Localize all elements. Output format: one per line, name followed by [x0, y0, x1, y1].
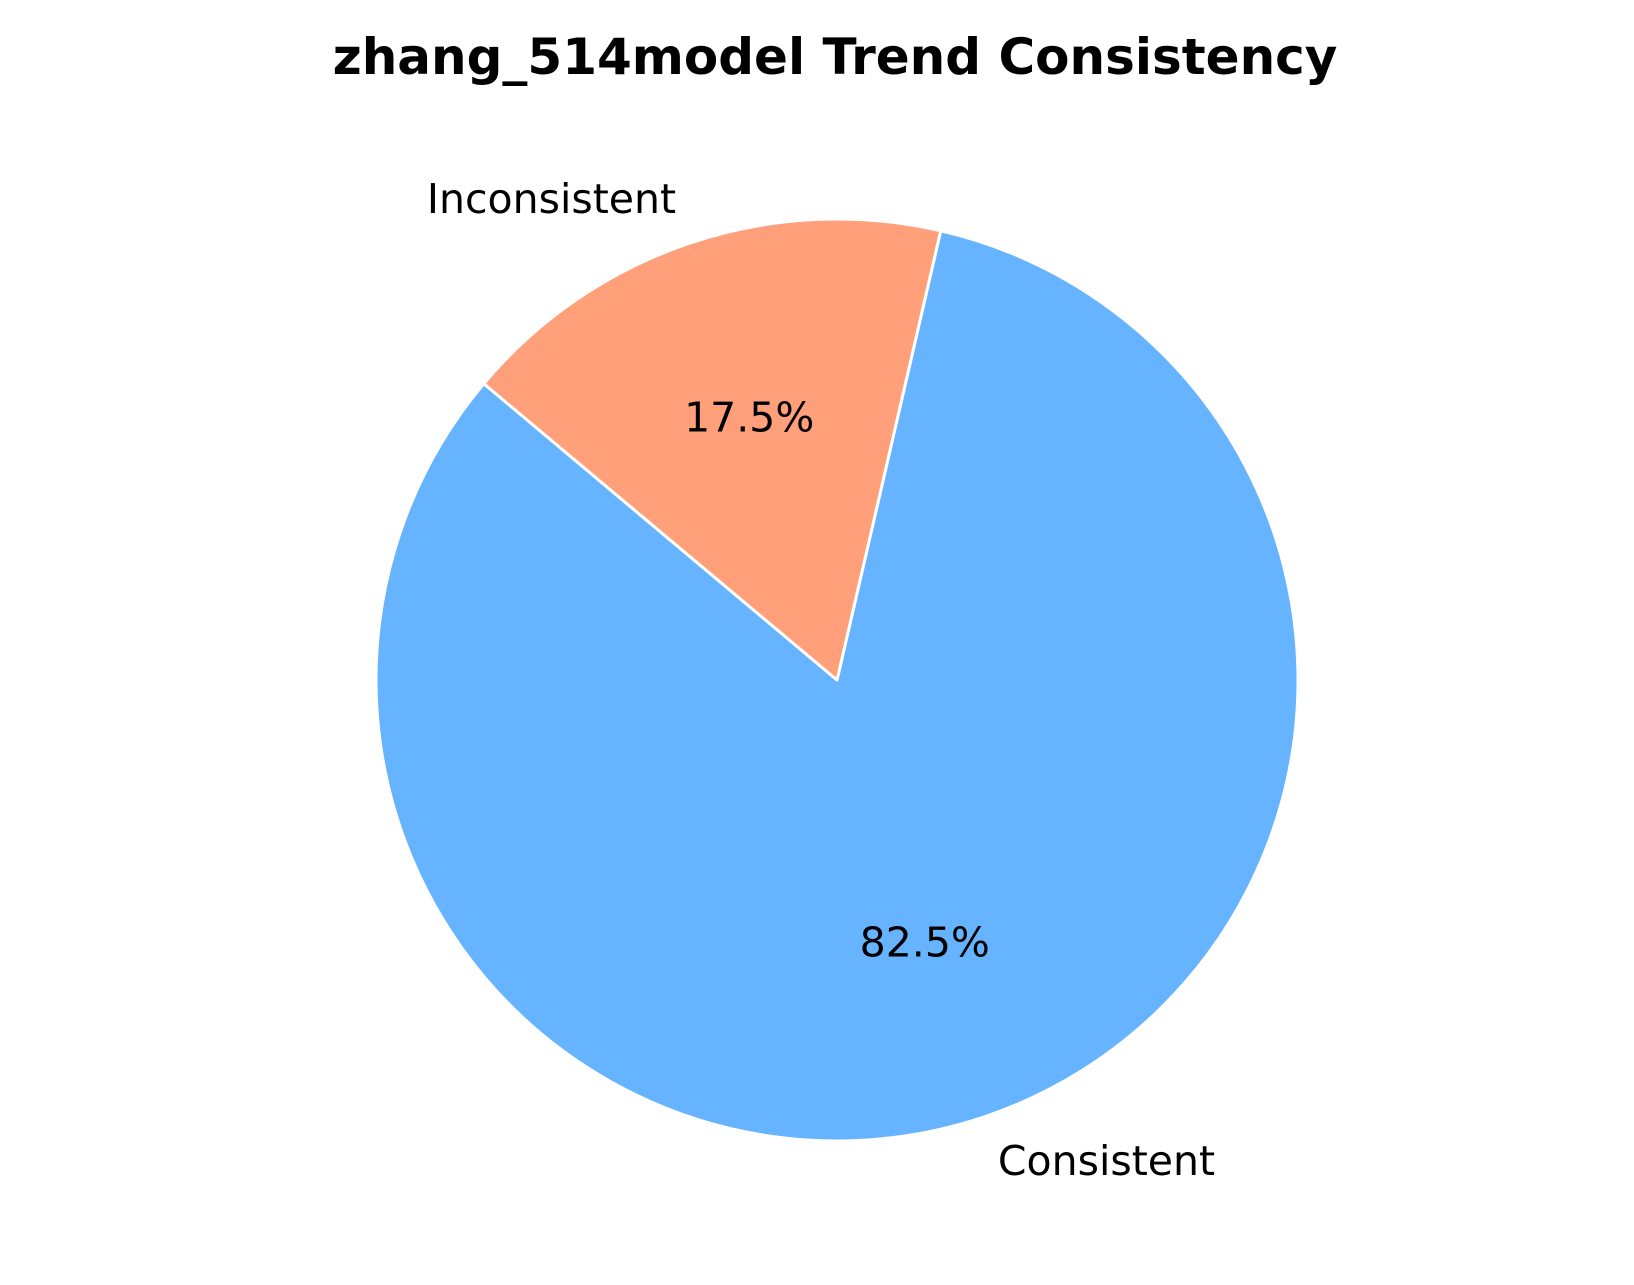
slice-label-inconsistent: Inconsistent — [427, 175, 676, 223]
slice-label-consistent: Consistent — [998, 1137, 1215, 1185]
pct-label-consistent: 82.5% — [860, 918, 990, 966]
pct-label-inconsistent: 17.5% — [684, 394, 814, 442]
pie-labels: 82.5% Consistent 17.5% Inconsistent — [427, 175, 1215, 1185]
chart-title: zhang_514model Trend Consistency — [333, 28, 1338, 86]
pie-slice-inconsistent — [482, 217, 943, 682]
pie-slices — [374, 217, 1300, 1143]
pie-slice-consistent — [374, 229, 1300, 1143]
